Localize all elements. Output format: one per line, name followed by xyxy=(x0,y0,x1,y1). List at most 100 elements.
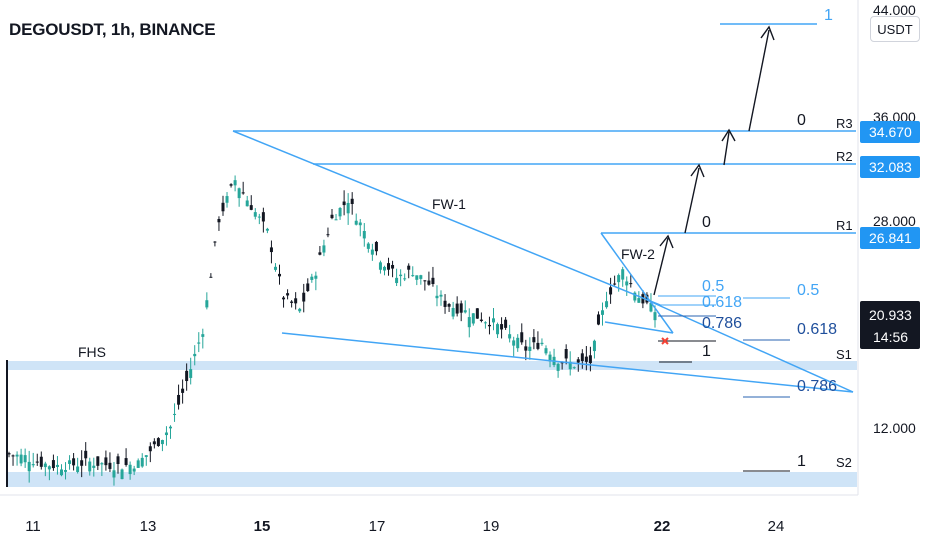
candle-body xyxy=(649,302,653,312)
candle-body xyxy=(512,340,516,346)
candle-body xyxy=(528,346,532,351)
candle-body xyxy=(290,301,294,303)
candle-body xyxy=(241,192,245,194)
candle-body xyxy=(156,438,160,447)
candle-body xyxy=(245,200,249,207)
candle-body xyxy=(23,455,27,463)
candle-body xyxy=(520,332,524,343)
candle-body xyxy=(625,281,629,286)
fib-fw1-1-label: 1 xyxy=(797,453,806,470)
candle-body xyxy=(116,456,120,465)
candle-body xyxy=(358,222,362,226)
r3-price-tag-bg xyxy=(860,121,920,143)
candle-body xyxy=(451,307,455,317)
candle-body xyxy=(596,314,600,325)
candle-body xyxy=(455,303,459,314)
candle-body xyxy=(181,388,185,393)
candle-body xyxy=(128,464,132,475)
candle-body xyxy=(152,441,156,445)
x-tick-19: 19 xyxy=(483,518,500,535)
candle-body xyxy=(391,264,395,269)
candle-body xyxy=(415,275,419,280)
candle-body xyxy=(229,184,233,186)
r3-price-tag: 34.670 xyxy=(869,124,912,140)
candle-body xyxy=(532,337,536,343)
candle-body xyxy=(403,278,407,280)
candle-body xyxy=(411,275,415,277)
candle-body xyxy=(487,324,491,327)
fw2-extension-line xyxy=(646,299,854,393)
x-tick-13: 13 xyxy=(140,518,157,535)
candle-body xyxy=(108,462,112,469)
fib-fw1-0618-label: 0.618 xyxy=(797,321,837,338)
candle-body xyxy=(399,274,403,277)
fhs-zone xyxy=(7,361,857,370)
r1-price-tag-bg xyxy=(860,227,920,249)
candle-body xyxy=(269,247,273,253)
x-tick-24: 24 xyxy=(768,518,785,535)
candle-body xyxy=(261,212,265,222)
candle-body xyxy=(35,461,39,463)
candle-body xyxy=(164,432,168,436)
x-tick-17: 17 xyxy=(369,518,386,535)
currency-selector[interactable]: USDT xyxy=(870,16,920,42)
candle-body xyxy=(201,334,205,337)
candle-body xyxy=(471,313,475,324)
candle-body xyxy=(265,228,269,231)
candle-body xyxy=(278,273,282,277)
candle-body xyxy=(370,249,374,255)
candle-body xyxy=(629,283,633,285)
y-tick-12: 12.000 xyxy=(873,420,916,436)
r1-label: R1 xyxy=(836,218,853,233)
candle-body xyxy=(609,287,613,295)
candle-body xyxy=(124,458,128,465)
candle-body xyxy=(342,201,346,206)
candle-body xyxy=(27,461,31,472)
fib-fw2-0618-label: 0.618 xyxy=(702,294,742,311)
candle-body xyxy=(19,454,23,464)
candle-body xyxy=(43,463,47,468)
candle-body xyxy=(11,455,15,457)
candle-body xyxy=(322,245,326,253)
candle-body xyxy=(443,300,447,307)
candle-body xyxy=(350,198,354,205)
candle-body xyxy=(492,318,495,323)
x-tick-22: 22 xyxy=(654,518,671,535)
candle-body xyxy=(177,394,181,405)
candle-body xyxy=(286,293,290,296)
candle-body xyxy=(496,324,500,335)
fw1-label: FW-1 xyxy=(432,196,466,212)
fib-zero-label-fw2: 0 xyxy=(702,214,711,231)
candle-body xyxy=(382,266,386,271)
candle-body xyxy=(407,265,411,270)
candle-body xyxy=(39,456,43,467)
candle-body xyxy=(76,466,80,472)
candle-body xyxy=(330,214,334,219)
candle-body xyxy=(504,319,508,328)
candle-body xyxy=(576,359,580,363)
candle-body xyxy=(435,295,439,299)
candle-body xyxy=(395,277,399,284)
fw2-lower-line xyxy=(604,321,674,334)
x-tick-11: 11 xyxy=(25,518,41,535)
fib-zero-label-top: 0 xyxy=(797,112,806,129)
candle-body xyxy=(601,310,605,315)
candle-body xyxy=(439,294,443,297)
candle-body xyxy=(568,361,572,370)
candle-body xyxy=(257,216,261,218)
candle-body xyxy=(136,460,140,468)
candle-body xyxy=(564,349,568,359)
fhs-label: FHS xyxy=(78,344,106,360)
candle-body xyxy=(508,334,512,339)
support-zone xyxy=(7,472,857,487)
candle-body xyxy=(92,465,96,468)
candle-body xyxy=(588,355,592,364)
candle-body xyxy=(479,319,483,321)
candle-body xyxy=(556,363,560,371)
candle-body xyxy=(310,276,314,280)
candle-body xyxy=(225,196,229,203)
r2-label: R2 xyxy=(836,149,853,164)
candle-body xyxy=(55,464,59,467)
candle-body xyxy=(144,455,148,457)
candle-body xyxy=(140,457,144,467)
